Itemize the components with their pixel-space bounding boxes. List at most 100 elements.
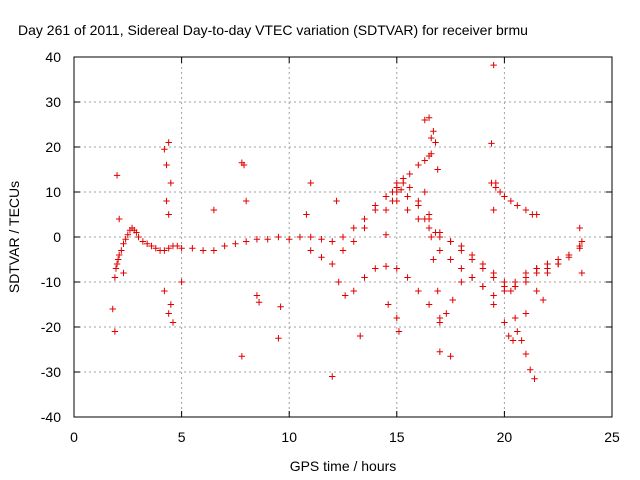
data-point (425, 211, 433, 218)
data-point (415, 287, 422, 295)
data-point (275, 335, 282, 342)
data-point (253, 236, 261, 243)
data-point (434, 287, 441, 295)
data-point (436, 247, 444, 254)
data-point (286, 236, 293, 243)
data-point (120, 269, 127, 277)
y-tick-label: 10 (45, 184, 61, 200)
data-point (382, 231, 390, 238)
data-point (318, 254, 325, 261)
data-point (148, 242, 155, 250)
data-point (264, 236, 271, 243)
data-point (361, 274, 368, 281)
data-point (492, 179, 499, 187)
y-tick-label: -40 (41, 409, 61, 425)
data-point (436, 348, 444, 355)
data-point (329, 238, 336, 245)
x-tick-label: 15 (389, 429, 405, 445)
data-point (522, 350, 530, 358)
data-point (372, 206, 379, 214)
data-points (109, 61, 586, 382)
data-point (350, 224, 357, 232)
data-point (109, 305, 116, 313)
data-point (496, 188, 504, 196)
data-point (361, 215, 368, 223)
data-point (296, 233, 304, 241)
data-point (522, 206, 530, 214)
data-point (415, 215, 422, 223)
data-point (122, 236, 129, 243)
data-point (339, 233, 347, 241)
data-point (533, 287, 540, 295)
data-point (509, 337, 517, 344)
data-point (350, 238, 357, 245)
data-point (479, 260, 487, 268)
data-point (578, 238, 586, 245)
data-point (490, 292, 497, 299)
data-point (518, 337, 525, 344)
grid (74, 57, 612, 417)
data-point (501, 287, 508, 295)
data-point (514, 202, 521, 209)
y-tick-label: -10 (41, 274, 61, 290)
data-point (400, 179, 407, 187)
data-point (490, 206, 497, 214)
data-point (406, 184, 413, 191)
x-tick-label: 20 (497, 429, 513, 445)
data-point (135, 233, 142, 241)
data-point (393, 314, 400, 322)
data-point (255, 299, 263, 306)
data-point (393, 265, 400, 272)
data-point (527, 366, 534, 373)
data-point (277, 303, 284, 310)
data-point (522, 269, 530, 277)
data-point (384, 301, 392, 308)
data-point (468, 274, 476, 281)
data-point (511, 314, 519, 322)
data-point (505, 332, 512, 340)
data-point (221, 242, 228, 250)
data-point (118, 247, 125, 254)
data-point (404, 193, 411, 200)
data-point (307, 233, 314, 241)
tick-labels: 0 5 10 15 20 25 -40 -30 -20 -10 0 10 20 30 40 (41, 49, 620, 445)
data-point (468, 251, 476, 259)
data-point (139, 238, 147, 245)
data-point (111, 274, 119, 281)
data-point (447, 353, 454, 360)
y-tick-label: -30 (41, 364, 61, 380)
data-point (531, 375, 538, 382)
data-point (501, 193, 508, 200)
data-point (458, 265, 465, 272)
data-point (415, 161, 422, 169)
data-point (199, 247, 207, 254)
data-point (393, 179, 400, 187)
data-point (133, 229, 140, 236)
data-point (458, 242, 465, 250)
data-point (490, 269, 497, 277)
x-axis-label: GPS time / hours (290, 458, 397, 474)
data-point (167, 301, 175, 308)
data-point (555, 260, 562, 268)
data-point (210, 206, 218, 214)
data-point (447, 256, 454, 263)
data-point (303, 211, 310, 218)
data-point (404, 274, 411, 281)
data-point (397, 186, 405, 193)
data-point (415, 197, 422, 205)
chart-title: Day 261 of 2011, Sidereal Day-to-day VTE… (18, 22, 528, 38)
data-point (382, 206, 390, 214)
data-point (458, 278, 465, 286)
data-point (425, 114, 433, 121)
data-point (329, 260, 336, 268)
data-point (425, 224, 433, 232)
y-axis-label: SDTVAR / TECUs (6, 181, 22, 293)
data-point (112, 265, 120, 272)
data-point (232, 240, 239, 247)
data-point (165, 139, 172, 146)
data-point (115, 215, 123, 223)
y-tick-label: 30 (45, 94, 61, 110)
data-point (124, 231, 131, 238)
data-point (428, 150, 435, 157)
data-point (395, 328, 403, 335)
